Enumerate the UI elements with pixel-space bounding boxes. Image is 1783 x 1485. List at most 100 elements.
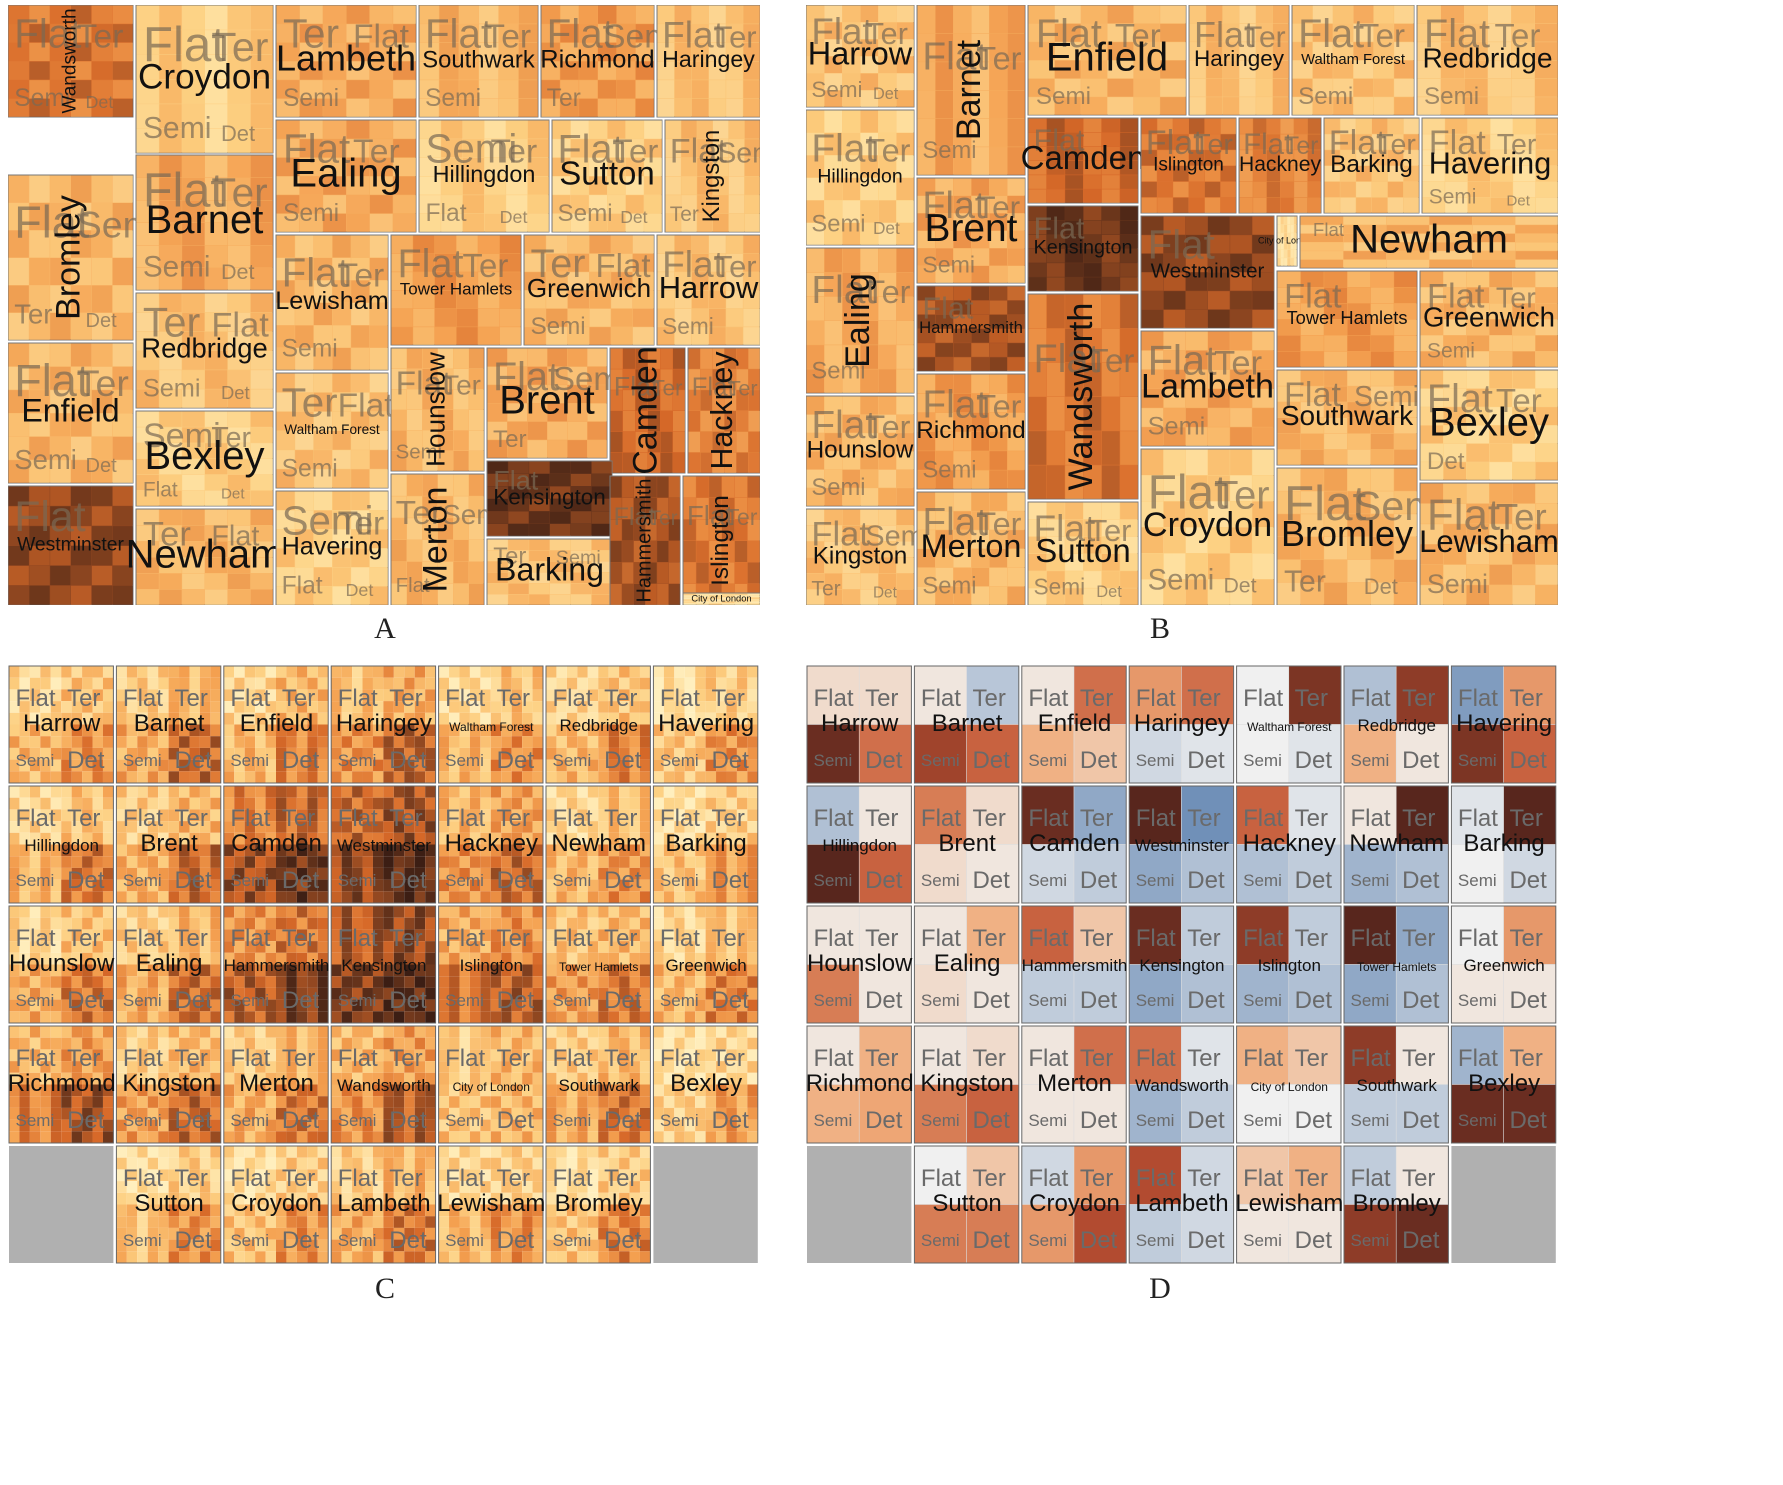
sublabel-semi: Semi bbox=[123, 991, 162, 1010]
sublabel-det: Det bbox=[1187, 1227, 1225, 1254]
sublabel-ter: Ter bbox=[1295, 685, 1328, 712]
sublabel-semi: Semi bbox=[338, 871, 377, 890]
label-hounslow: Hounslow bbox=[420, 352, 450, 467]
sublabel-semi: Semi bbox=[16, 751, 55, 770]
label-bexley: Bexley bbox=[670, 1070, 742, 1097]
label-redbridge: Redbridge bbox=[1357, 716, 1435, 735]
cell-city-of-london: Flat Ter Semi Det City of London bbox=[1236, 1025, 1342, 1144]
cell-redbridge: Flat Ter Semi Det Redbridge bbox=[545, 665, 651, 784]
sublabel-ter: Ter bbox=[865, 1045, 898, 1072]
sublabel-ter: Ter bbox=[493, 543, 526, 570]
sublabel-det: Det bbox=[604, 867, 642, 894]
label-islington: Islington bbox=[707, 495, 734, 586]
cell-hammersmith: Flat Ter Semi Det Hammersmith bbox=[1021, 905, 1127, 1024]
label-havering: Havering bbox=[1429, 147, 1551, 181]
sublabel-flat: Flat bbox=[692, 374, 736, 402]
panel-label-b: B bbox=[1149, 612, 1170, 645]
label-croydon: Croydon bbox=[1029, 1190, 1120, 1217]
label-lewisham: Lewisham bbox=[1419, 524, 1558, 559]
sublabel-ter: Ter bbox=[389, 1045, 422, 1072]
cell-redbridge: Flat Ter Semi Det Redbridge bbox=[1343, 665, 1449, 784]
label-westminster: Westminster bbox=[17, 535, 124, 556]
sublabel-semi: Semi bbox=[1148, 413, 1206, 441]
cell-bexley: Flat Ter Semi Det Bexley bbox=[652, 1025, 759, 1144]
sublabel-semi: Semi bbox=[921, 871, 960, 890]
sublabel-flat: Flat bbox=[1034, 337, 1100, 381]
sublabel-det: Det bbox=[873, 584, 898, 601]
panel-c: Flat Ter Semi Det Harrow Flat Ter Semi Det Barnet… bbox=[8, 665, 760, 1265]
cell-westminster: Flat Ter Semi Det Westminster bbox=[330, 785, 437, 904]
sublabel-flat: Flat bbox=[1028, 1045, 1068, 1072]
sublabel-ter: Ter bbox=[1402, 1165, 1435, 1192]
sublabel-det: Det bbox=[174, 1107, 212, 1134]
sublabel-ter: Ter bbox=[143, 515, 191, 553]
sublabel-semi: Semi bbox=[922, 137, 976, 164]
sublabel-ter: Ter bbox=[14, 299, 52, 330]
label-tower-hamlets: Tower Hamlets bbox=[1287, 307, 1408, 328]
sublabel-flat: Flat bbox=[123, 685, 163, 712]
sublabel-ter: Ter bbox=[1080, 805, 1113, 832]
sublabel-det: Det bbox=[1080, 1227, 1118, 1254]
sublabel-flat: Flat bbox=[14, 11, 81, 57]
sublabel-ter: Ter bbox=[484, 19, 531, 56]
label-enfield: Enfield bbox=[240, 710, 313, 737]
sublabel-flat: Flat bbox=[553, 1045, 593, 1072]
sublabel-flat: Flat bbox=[445, 1165, 485, 1192]
sublabel-semi: Semi bbox=[1136, 751, 1175, 770]
sublabel-flat: Flat bbox=[143, 479, 178, 502]
sublabel-det: Det bbox=[711, 747, 749, 774]
label-harrow: Harrow bbox=[23, 710, 101, 737]
sublabel-ter: Ter bbox=[493, 426, 527, 453]
sublabel-ter: Ter bbox=[1244, 21, 1286, 54]
sublabel-ter: Ter bbox=[67, 805, 100, 832]
sublabel-ter: Ter bbox=[1187, 685, 1220, 712]
sublabel-semi: Semi bbox=[338, 991, 377, 1010]
label-barnet: Barnet bbox=[134, 710, 205, 737]
sublabel-ter: Ter bbox=[604, 1165, 637, 1192]
sublabel-ter: Ter bbox=[865, 17, 908, 51]
cell-city-of-london: Flat Ter Semi Det City of London bbox=[438, 1025, 544, 1144]
label-redbridge: Redbridge bbox=[1422, 41, 1552, 73]
sublabel-det: Det bbox=[1364, 574, 1398, 599]
sublabel-semi: Semi bbox=[814, 1111, 853, 1130]
cell-lewisham: Flat Ter Semi Det Lewisham bbox=[437, 1145, 545, 1264]
sublabel-det: Det bbox=[1295, 1107, 1333, 1134]
sublabel-ter: Ter bbox=[725, 504, 757, 530]
sublabel-semi: Semi bbox=[553, 871, 592, 890]
sublabel-det: Det bbox=[604, 1227, 642, 1254]
label-brent: Brent bbox=[938, 830, 996, 857]
sublabel-semi: Semi bbox=[1354, 381, 1419, 413]
cell-greenwich: Flat Ter Semi Det Greenwich bbox=[652, 905, 759, 1024]
sublabel-semi: Semi bbox=[922, 252, 975, 278]
label-havering: Havering bbox=[1456, 710, 1552, 737]
panel-a: Flat Ter Semi Det Wandsworth Flat Ter Semi Det Cr… bbox=[8, 5, 760, 605]
sublabel-ter: Ter bbox=[211, 169, 267, 215]
sublabel-flat: Flat bbox=[1427, 490, 1500, 539]
label-barking: Barking bbox=[1330, 151, 1413, 178]
label-enfield: Enfield bbox=[1038, 710, 1111, 737]
label-waltham-forest: Waltham Forest bbox=[284, 422, 380, 437]
label-richmond: Richmond bbox=[806, 1070, 914, 1097]
cell-merton: Flat Ter Semi Det Merton bbox=[223, 1025, 329, 1144]
sublabel-semi: Semi bbox=[282, 456, 338, 483]
sublabel-flat: Flat bbox=[1136, 1045, 1176, 1072]
cell-redbridge: Flat Ter Semi Redbridge bbox=[1416, 5, 1558, 116]
sublabel-ter: Ter bbox=[396, 495, 443, 532]
sublabel-semi: Semi bbox=[123, 751, 162, 770]
sublabel-ter: Ter bbox=[976, 189, 1020, 225]
label-city-of-london: City of London bbox=[1258, 235, 1316, 245]
sublabel-det: Det bbox=[497, 1107, 535, 1134]
sublabel-semi: Semi bbox=[230, 991, 269, 1010]
label-lambeth: Lambeth bbox=[1135, 1190, 1228, 1217]
sublabel-det: Det bbox=[865, 987, 903, 1014]
sublabel-ter: Ter bbox=[670, 203, 699, 226]
sublabel-det: Det bbox=[873, 85, 899, 103]
sublabel-ter: Ter bbox=[976, 506, 1021, 542]
sublabel-det: Det bbox=[972, 987, 1010, 1014]
sublabel-ter: Ter bbox=[972, 925, 1005, 952]
